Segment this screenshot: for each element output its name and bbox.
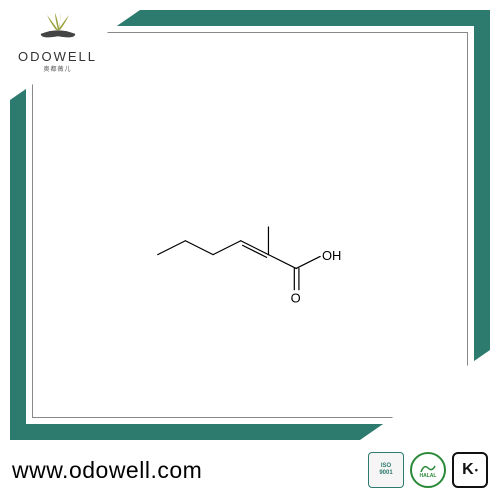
halal-text: HALAL: [420, 474, 437, 479]
certification-badges: ISO 9001 HALAL K •: [368, 452, 488, 488]
logo-sub-text: 奥都薇儿: [18, 64, 97, 73]
iso-line1: ISO: [381, 463, 391, 470]
logo-flower-icon: [37, 12, 79, 47]
iso-badge-icon: ISO 9001: [368, 452, 404, 488]
molecule-oh-label: OH: [322, 248, 341, 263]
corner-cut-bottom-right: [360, 350, 490, 440]
kosher-badge-icon: K •: [452, 452, 488, 488]
iso-line2: 9001: [379, 470, 392, 477]
chemical-structure-diagram: OH O: [140, 190, 360, 310]
molecule-o-label: O: [291, 291, 301, 306]
brand-logo: ODOWELL 奥都薇儿: [18, 12, 97, 73]
website-url: www.odowell.com: [12, 457, 202, 484]
logo-brand-text: ODOWELL: [18, 49, 97, 64]
footer-bar: www.odowell.com ISO 9001 HALAL K •: [0, 444, 500, 496]
halal-badge-icon: HALAL: [410, 452, 446, 488]
kosher-text: K: [462, 461, 474, 479]
